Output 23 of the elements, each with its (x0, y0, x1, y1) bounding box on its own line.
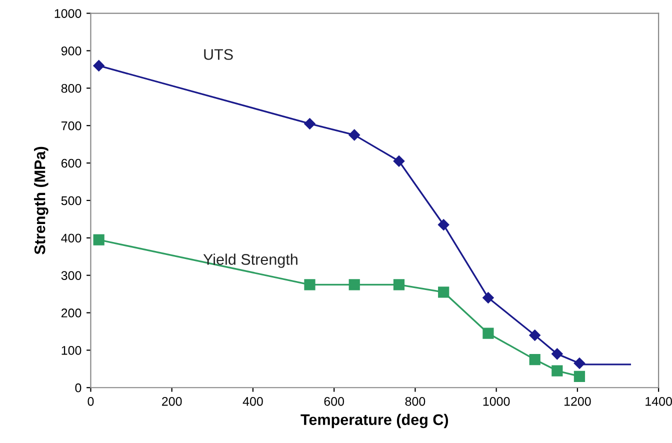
y-tick-label: 300 (61, 271, 82, 280)
x-tick-label: 1200 (564, 396, 591, 406)
y-tick-label: 400 (61, 234, 82, 243)
x-tick-label: 1400 (646, 396, 672, 406)
x-tick-label: 400 (242, 396, 263, 406)
x-axis-title: Temperature (deg C) (300, 414, 448, 428)
y-tick-label: 100 (62, 346, 82, 355)
x-tick-label: 1000 (483, 396, 510, 406)
y-tick-label: 200 (61, 308, 82, 318)
y-tick-label: 1000 (54, 9, 82, 18)
y-tick-label: 500 (61, 196, 82, 206)
x-tick-label: 600 (324, 396, 344, 406)
y-axis-title: Strength (MPa) (34, 146, 48, 254)
x-tick-label: 0 (88, 396, 94, 406)
x-tick-label: 800 (405, 396, 426, 406)
series-label: Yield Strength (203, 254, 298, 268)
y-tick-label: 700 (61, 121, 82, 130)
y-tick-label: 900 (61, 46, 82, 56)
y-tick-label: 0 (75, 383, 82, 392)
text: UTS (204, 49, 233, 60)
y-tick-label: 800 (61, 84, 82, 93)
x-tick-label: 200 (162, 396, 182, 406)
y-tick-label: 600 (61, 158, 82, 168)
